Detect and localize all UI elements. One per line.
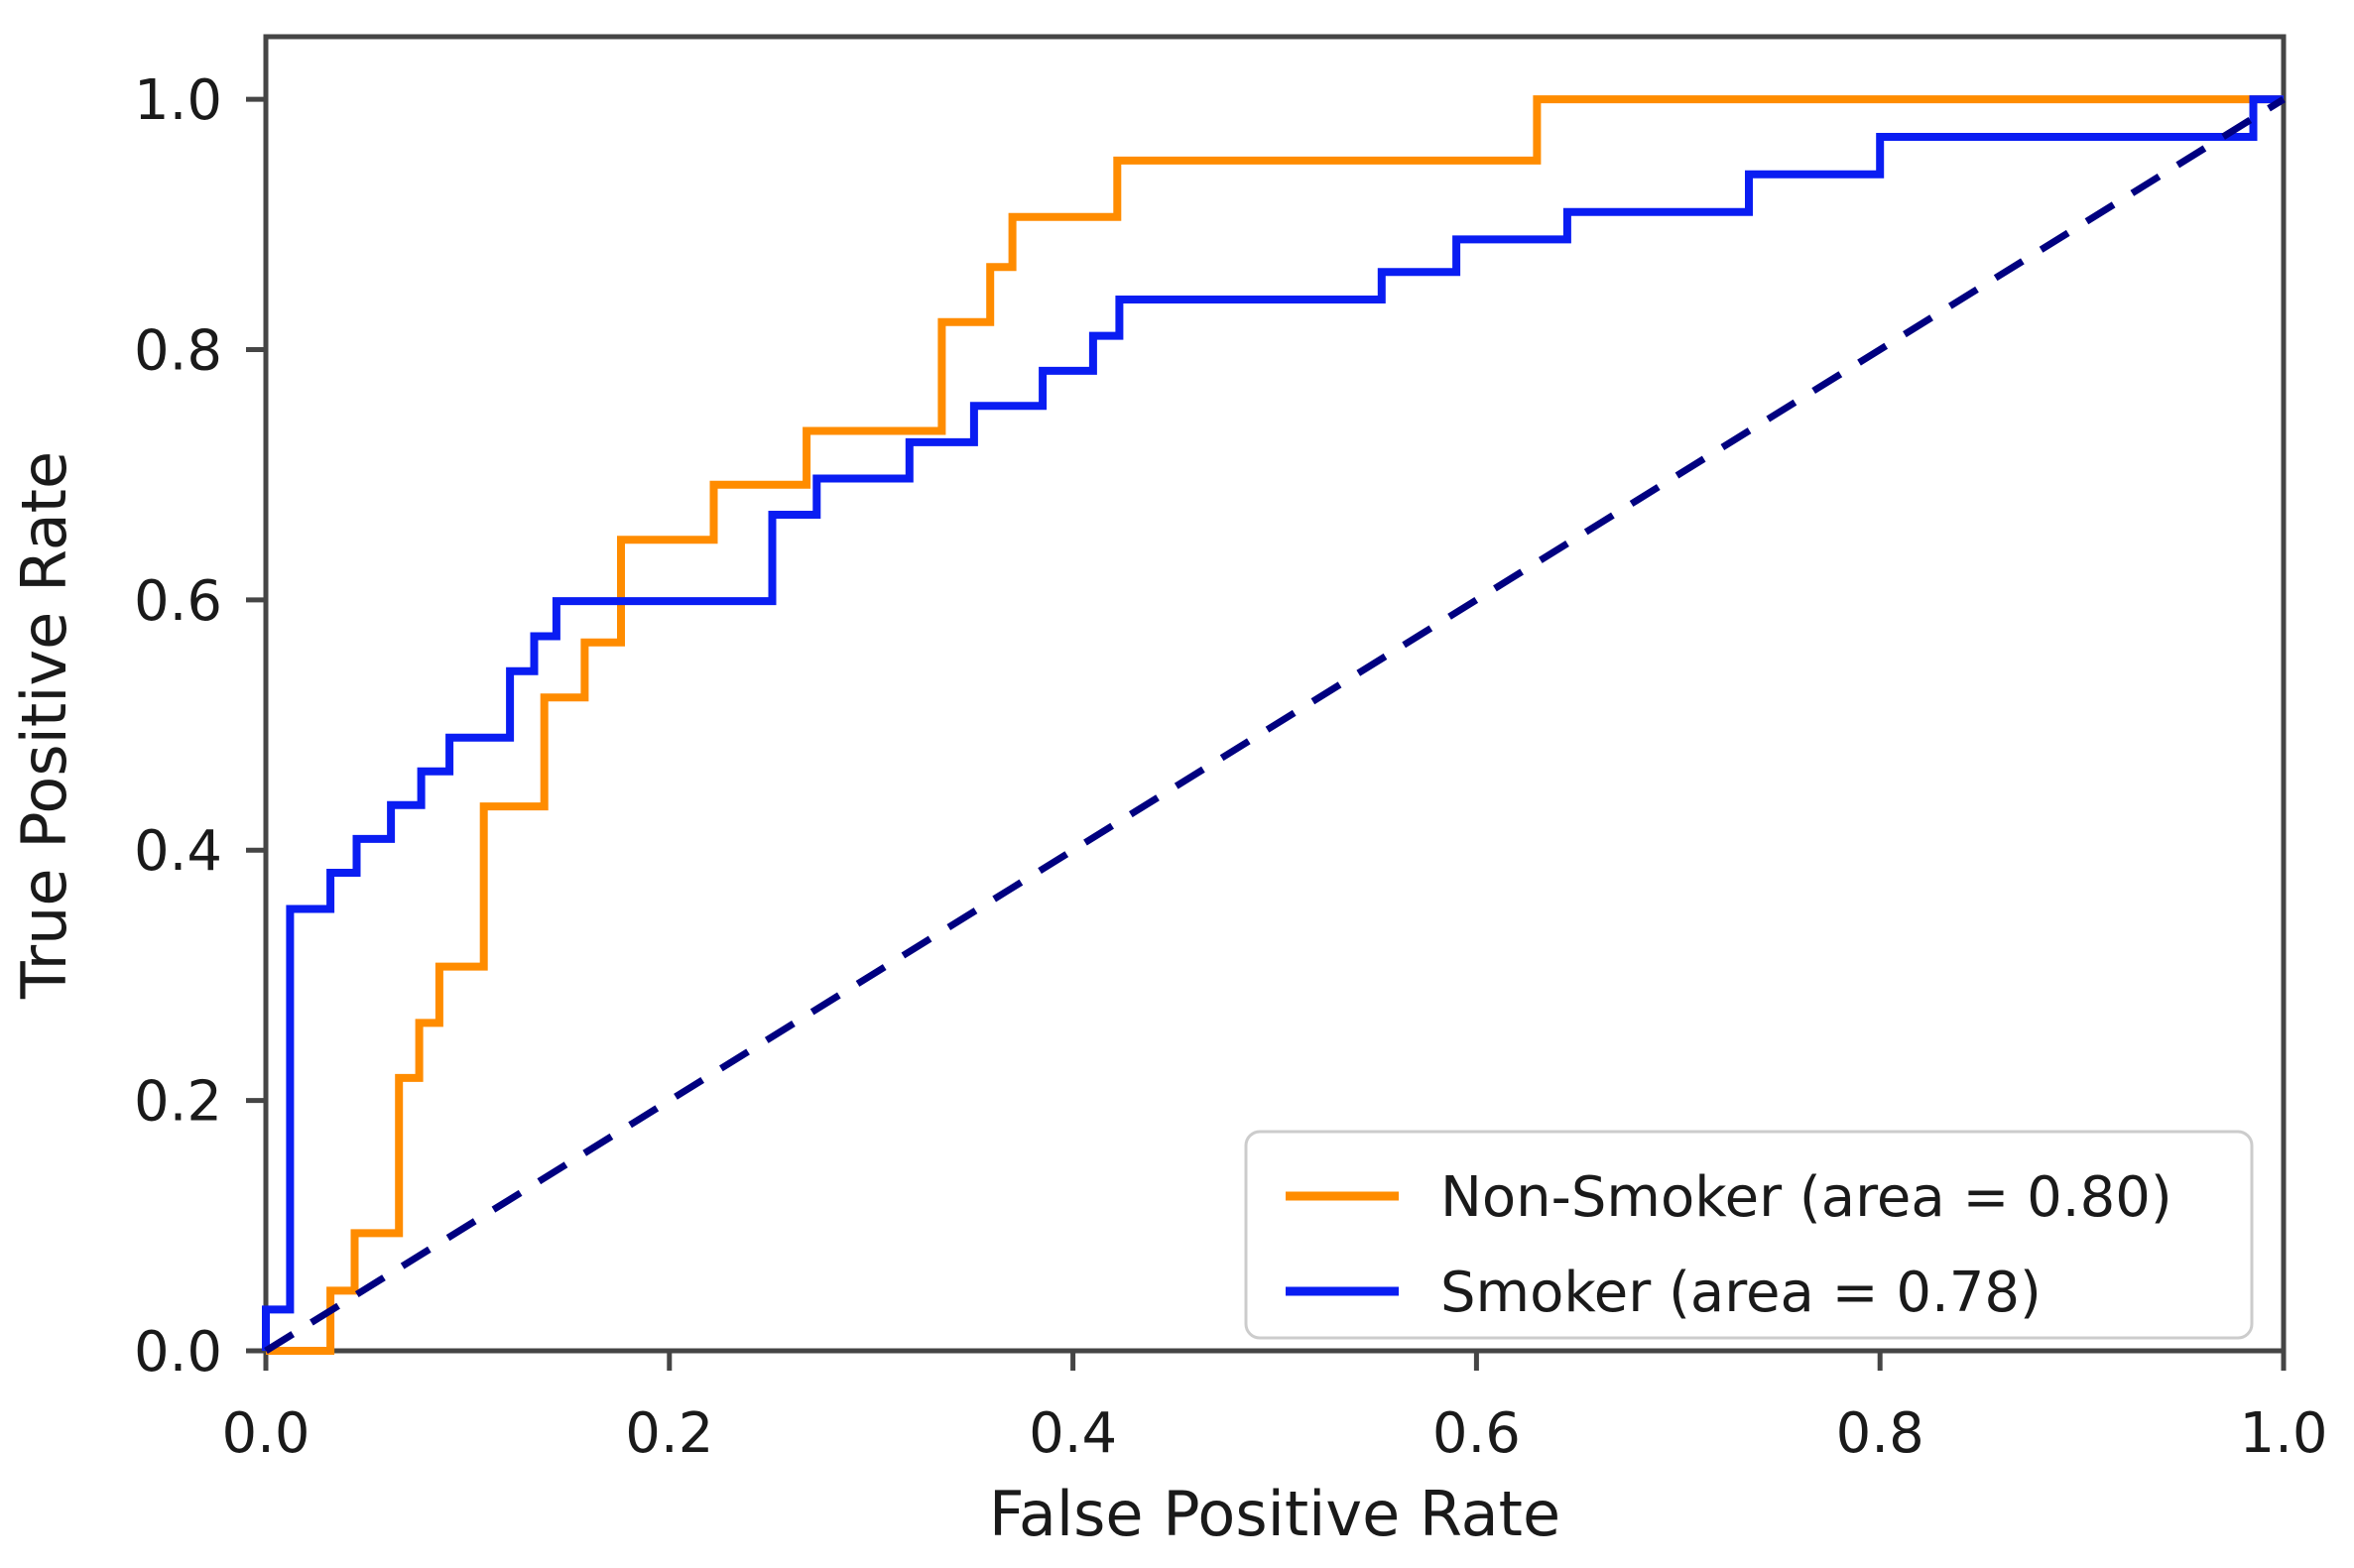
legend-label-smoker: Smoker (area = 0.78) — [1440, 1261, 2042, 1325]
legend: Non-Smoker (area = 0.80) Smoker (area = … — [1244, 1130, 2254, 1340]
x-tick-label: 0.6 — [1432, 1401, 1521, 1466]
y-tick-label: 1.0 — [134, 68, 222, 133]
y-tick-label: 0.2 — [134, 1070, 222, 1135]
plot-frame — [263, 34, 2287, 1354]
y-tick-label: 0.4 — [134, 819, 222, 884]
x-axis-ticks: 0.0 0.2 0.4 0.6 0.8 1.0 — [221, 1351, 2328, 1466]
x-tick-label: 0.0 — [221, 1401, 310, 1466]
roc-curve-smoker — [262, 95, 2284, 1351]
y-tick-label: 0.6 — [134, 569, 222, 634]
legend-box — [1244, 1130, 2254, 1340]
y-tick-label: 0.0 — [134, 1320, 222, 1385]
roc-curves — [262, 95, 2286, 1355]
x-tick-label: 0.2 — [625, 1401, 713, 1466]
x-tick-label: 0.8 — [1836, 1401, 1924, 1466]
x-tick-label: 1.0 — [2239, 1401, 2327, 1466]
roc-curve-non-smoker — [266, 95, 2284, 1355]
y-tick-label: 0.8 — [134, 319, 222, 384]
legend-entry-non-smoker: Non-Smoker (area = 0.80) — [1286, 1165, 2172, 1230]
x-tick-label: 0.4 — [1029, 1401, 1117, 1466]
legend-label-non-smoker: Non-Smoker (area = 0.80) — [1440, 1165, 2172, 1230]
y-axis-label: True Positive Rate — [8, 451, 80, 1000]
x-axis-label: False Positive Rate — [989, 1478, 1560, 1550]
chance-diagonal-line — [264, 96, 2286, 1354]
legend-entry-smoker: Smoker (area = 0.78) — [1286, 1261, 2042, 1325]
y-axis-ticks: 0.0 0.2 0.4 0.6 0.8 1.0 — [134, 68, 266, 1385]
